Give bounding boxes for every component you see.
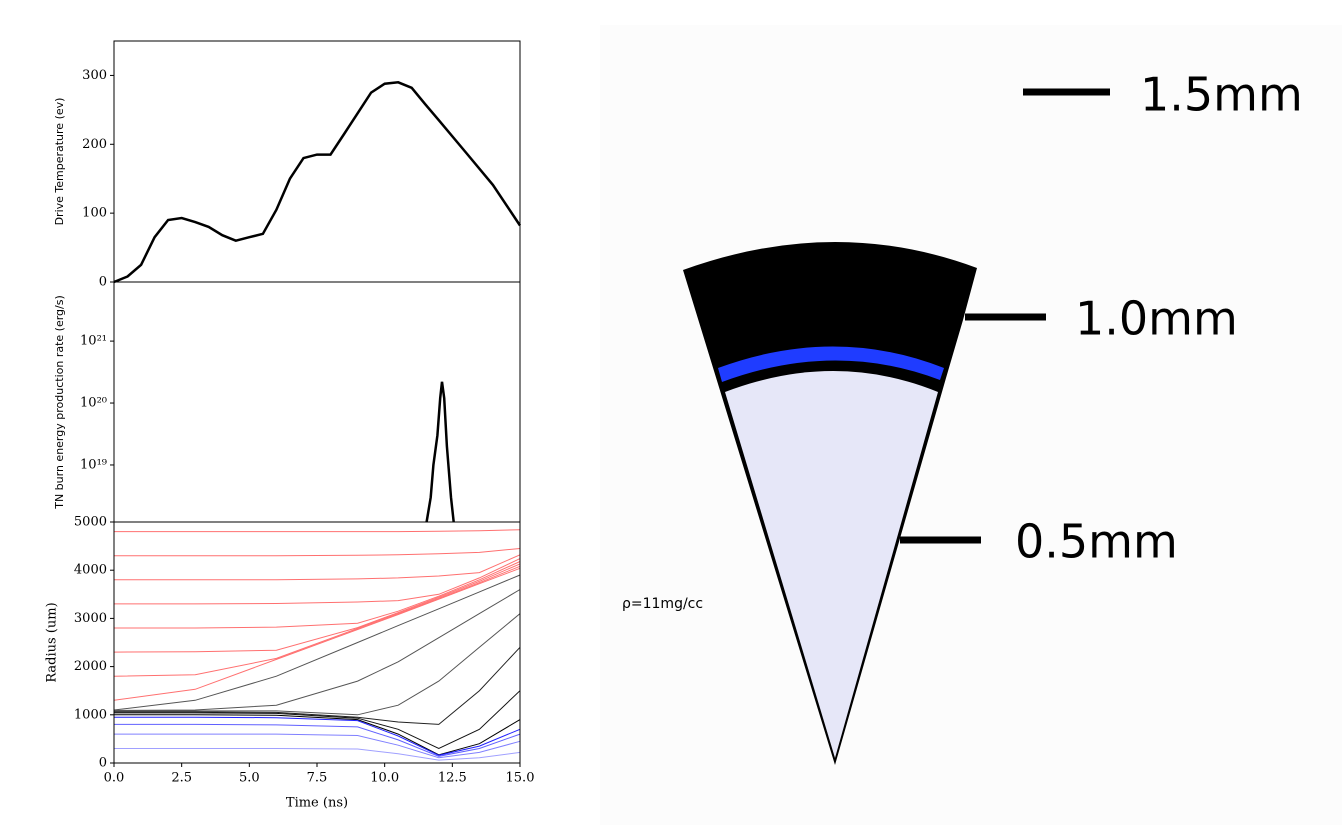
data-line <box>113 563 521 653</box>
data-line <box>113 589 521 711</box>
y-tick-label: 1000 <box>74 707 107 722</box>
y-tick-label: 4000 <box>74 563 107 578</box>
data-line <box>113 567 521 701</box>
scale-label: 1.0mm <box>1075 292 1238 346</box>
data-line <box>113 574 521 711</box>
data-line <box>114 748 521 761</box>
x-tick-label: 0.0 <box>104 771 125 786</box>
data-line <box>114 548 521 557</box>
x-tick-label: 15.0 <box>506 771 535 786</box>
y-tick-label: 2000 <box>74 659 107 674</box>
wedge-diagram: 1.5mm 1.0mm 0.5mm ρ=11mg/cc <box>622 68 1303 766</box>
data-line <box>114 646 521 725</box>
data-line <box>114 558 521 605</box>
y-axis-label: Radius (um) <box>45 602 60 682</box>
axes-frame <box>113 281 521 523</box>
data-line <box>113 565 521 677</box>
x-axis-label: Time (ns) <box>286 796 348 811</box>
data-line <box>114 733 521 759</box>
x-tick-label: 5.0 <box>239 771 260 786</box>
data-line <box>425 381 455 523</box>
y-tick-label: 200 <box>82 137 107 152</box>
scale-label: 1.5mm <box>1140 68 1303 122</box>
y-tick-label: 3000 <box>74 611 107 626</box>
density-label: ρ=11mg/cc <box>622 596 703 612</box>
fuel-region <box>725 371 938 758</box>
axes-frame <box>113 521 521 764</box>
y-tick-label: 10¹⁹ <box>80 457 107 472</box>
data-line <box>114 690 521 750</box>
data-line <box>114 716 521 756</box>
inner-shell <box>718 346 944 382</box>
x-tick-label: 12.5 <box>438 771 467 786</box>
y-tick-label: 5000 <box>74 515 107 530</box>
x-tick-label: 10.0 <box>370 771 399 786</box>
data-line <box>113 81 522 284</box>
x-tick-label: 2.5 <box>171 771 192 786</box>
data-line <box>114 613 521 716</box>
y-tick-label: 0 <box>99 275 107 290</box>
y-tick-label: 10²⁰ <box>80 396 107 411</box>
y-tick-label: 10²¹ <box>80 334 107 349</box>
y-tick-label: 0 <box>99 756 107 771</box>
axes-frame <box>113 40 521 283</box>
scale-label: 0.5mm <box>1015 515 1178 569</box>
data-line <box>114 554 521 581</box>
diagram-background <box>600 25 1342 825</box>
data-line <box>114 723 521 757</box>
y-axis-label: TN burn energy production rate (erg/s) <box>53 295 66 510</box>
data-line <box>114 561 521 629</box>
y-axis-label: Drive Temperature (ev) <box>53 98 66 226</box>
y-tick-label: 100 <box>82 206 107 221</box>
data-line <box>114 714 521 756</box>
data-line <box>114 529 521 533</box>
x-tick-label: 7.5 <box>307 771 328 786</box>
y-tick-label: 300 <box>82 68 107 83</box>
